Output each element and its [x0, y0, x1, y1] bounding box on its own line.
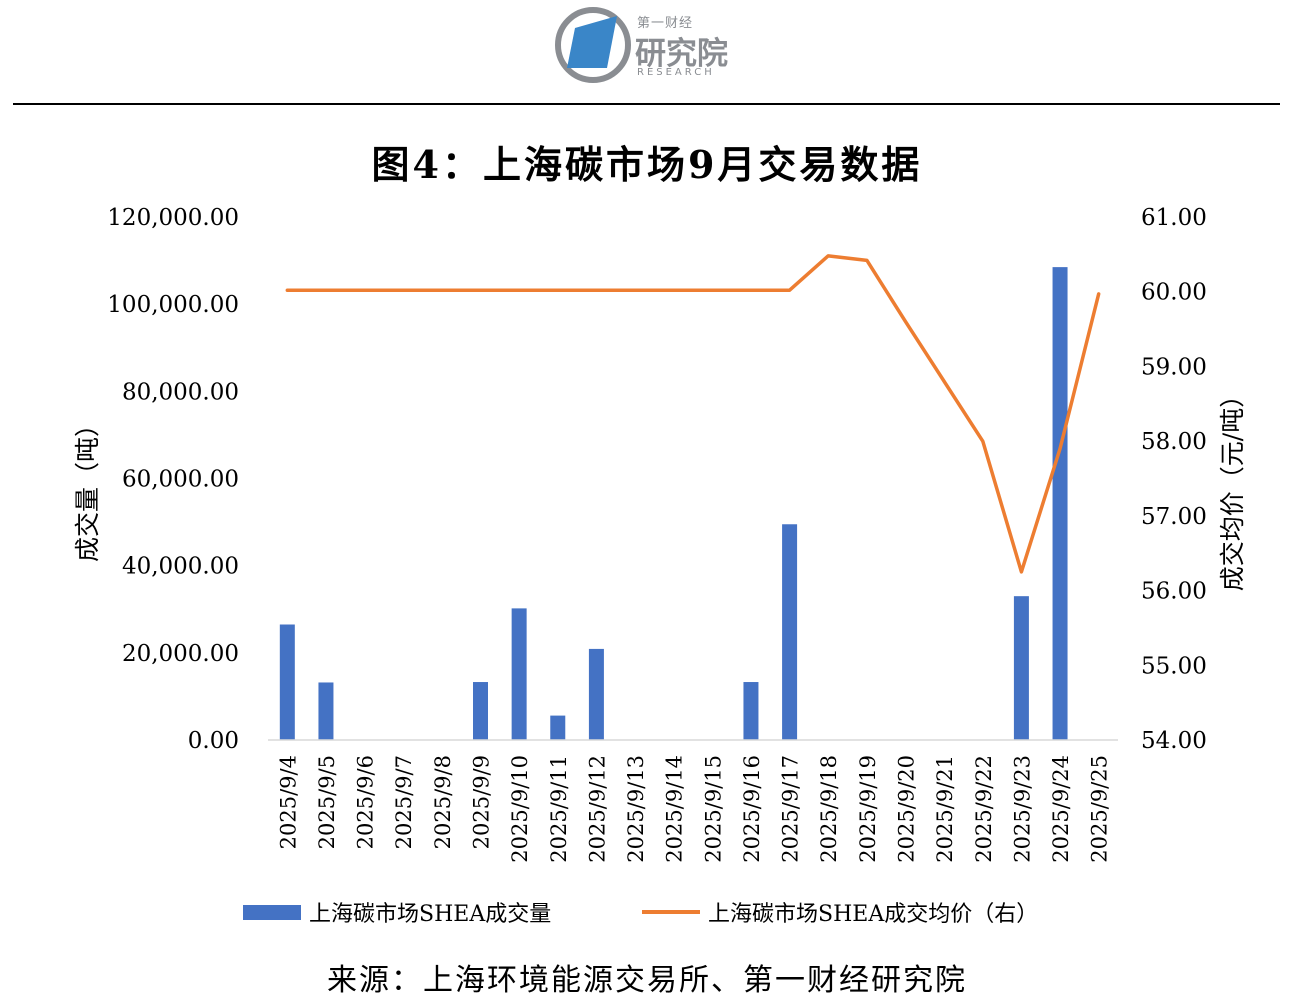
bar-volume-2025/9/9: [473, 682, 488, 740]
logo-emblem-icon: [555, 7, 631, 83]
x-tick-label: 2025/9/10: [508, 755, 532, 863]
y-tick-left-label: 0.00: [188, 728, 239, 754]
y-tick-left-label: 40,000.00: [122, 554, 239, 580]
y-axis-left-title: 成交量（吨）: [73, 412, 102, 562]
y-tick-right-label: 61.00: [1141, 205, 1207, 231]
logo-english-text: RESEARCH: [637, 67, 715, 78]
x-tick-label: 2025/9/19: [856, 755, 880, 863]
legend-label-volume: 上海碳市场SHEA成交量: [309, 902, 552, 927]
y-tick-right-label: 58.00: [1141, 429, 1207, 455]
bar-volume-2025/9/11: [550, 715, 566, 740]
bar-volume-2025/9/17: [782, 524, 798, 740]
x-tick-label: 2025/9/20: [895, 755, 919, 863]
y-tick-left-label: 120,000.00: [107, 205, 239, 231]
y-tick-right-label: 56.00: [1141, 579, 1207, 605]
legend-item-volume: 上海碳市场SHEA成交量: [243, 897, 551, 927]
logo-main-text: 研究院: [635, 36, 728, 72]
chart-title: 图4：上海碳市场9月交易数据: [371, 142, 923, 187]
y-tick-left-label: 100,000.00: [107, 292, 239, 318]
bar-volume-2025/9/24: [1052, 267, 1068, 740]
x-tick-label: 2025/9/11: [547, 755, 571, 863]
y-tick-left-label: 60,000.00: [122, 467, 239, 493]
bar-volume-2025/9/23: [1013, 596, 1029, 740]
x-tick-label: 2025/9/25: [1088, 755, 1112, 863]
x-tick-label: 2025/9/24: [1049, 755, 1073, 863]
x-tick-label: 2025/9/9: [470, 755, 494, 849]
source-note: 来源：上海环境能源交易所、第一财经研究院: [327, 963, 967, 998]
legend-swatch-volume: [243, 904, 301, 920]
x-tick-label: 2025/9/22: [972, 755, 996, 863]
y-tick-right-label: 57.00: [1141, 504, 1207, 530]
bar-volume-2025/9/16: [743, 682, 759, 740]
x-tick-label: 2025/9/8: [431, 755, 455, 849]
line-price-series: [285, 254, 1101, 574]
y-tick-right-label: 59.00: [1141, 354, 1207, 380]
legend-swatch-price: [642, 910, 700, 914]
bar-volume-2025/9/5: [318, 682, 334, 740]
x-tick-label: 2025/9/5: [315, 755, 339, 849]
x-tick-label: 2025/9/15: [701, 755, 725, 863]
legend-item-price: 上海碳市场SHEA成交均价（右）: [642, 897, 1038, 927]
y-axis-right-title: 成交均价（元/吨）: [1218, 383, 1247, 591]
x-tick-label: 2025/9/18: [817, 755, 841, 863]
header-divider: [13, 103, 1280, 105]
bar-volume-2025/9/4: [279, 624, 295, 740]
x-tick-label: 2025/9/4: [276, 755, 300, 849]
logo-top-text: 第一财经: [637, 16, 694, 31]
x-tick-label: 2025/9/17: [779, 755, 803, 863]
x-tick-label: 2025/9/13: [624, 755, 648, 863]
y-tick-right-label: 55.00: [1141, 653, 1207, 679]
logo: 第一财经 研究院 RESEARCH: [555, 6, 735, 84]
y-tick-right-label: 54.00: [1141, 728, 1207, 754]
y-tick-right-label: 60.00: [1141, 280, 1207, 306]
x-tick-label: 2025/9/6: [354, 755, 378, 849]
x-tick-label: 2025/9/14: [663, 755, 687, 863]
x-tick-label: 2025/9/23: [1010, 755, 1034, 863]
legend-label-price: 上海碳市场SHEA成交均价（右）: [708, 902, 1039, 927]
y-tick-left-label: 20,000.00: [122, 641, 239, 667]
bar-volume-2025/9/10: [511, 608, 527, 740]
x-tick-label: 2025/9/12: [585, 755, 609, 863]
x-tick-label: 2025/9/21: [933, 755, 957, 863]
x-tick-label: 2025/9/16: [740, 755, 764, 863]
y-tick-left-label: 80,000.00: [122, 379, 239, 405]
bar-volume-2025/9/12: [588, 648, 604, 740]
x-tick-label: 2025/9/7: [392, 755, 416, 849]
